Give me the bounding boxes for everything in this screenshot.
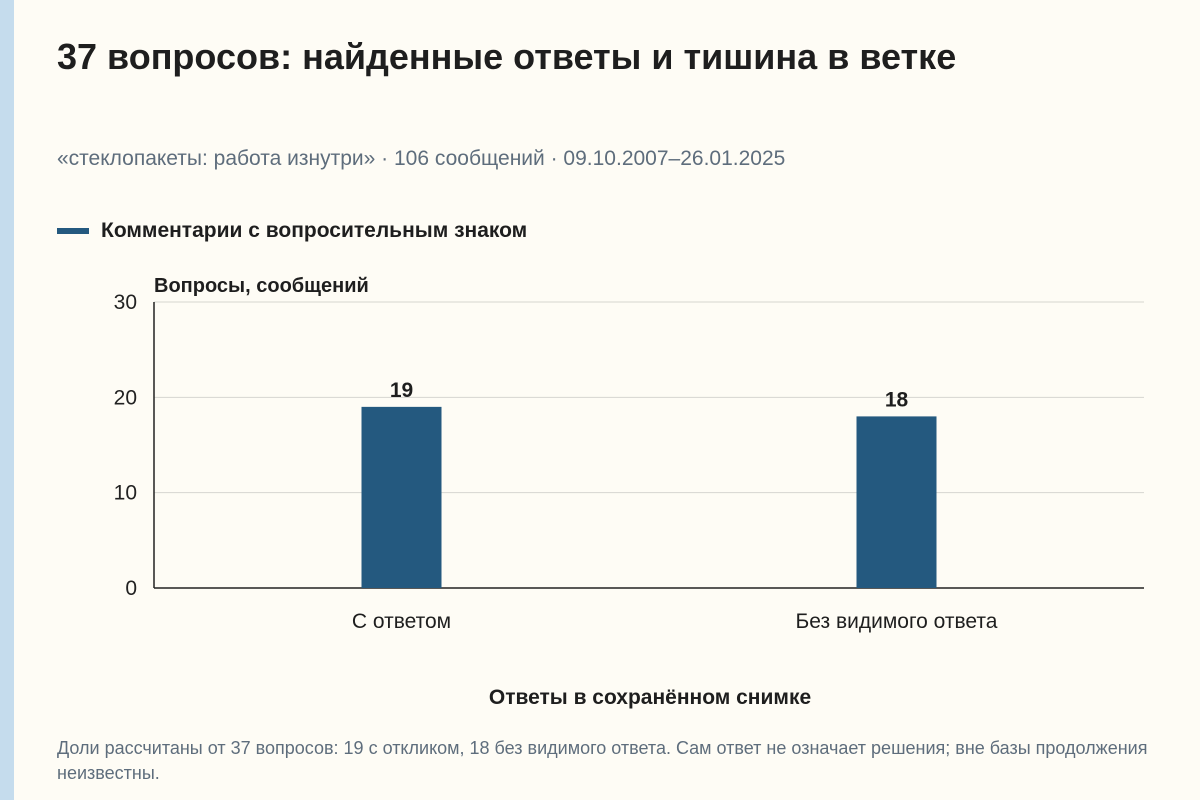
footnote: Доли рассчитаны от 37 вопросов: 19 с отк… bbox=[57, 738, 1148, 783]
bar bbox=[361, 406, 442, 588]
bar-value-label: 18 bbox=[885, 388, 909, 411]
x-tick-label: Без видимого ответа bbox=[796, 610, 998, 633]
legend-label: Комментарии с вопросительным знаком bbox=[101, 219, 528, 242]
y-axis-title: Вопросы, сообщений bbox=[154, 275, 369, 297]
y-tick-label: 30 bbox=[114, 291, 137, 314]
bar bbox=[856, 416, 937, 588]
bar-value-label: 19 bbox=[390, 379, 413, 402]
x-tick-label: С ответом bbox=[352, 610, 451, 633]
legend: Комментарии с вопросительным знаком bbox=[57, 219, 527, 243]
y-tick-label: 20 bbox=[114, 386, 137, 409]
y-tick-label: 0 bbox=[125, 577, 137, 600]
x-axis-title: Ответы в сохранённом снимке bbox=[488, 686, 812, 709]
y-tick-label: 10 bbox=[114, 482, 137, 505]
accent-stripe bbox=[0, 0, 14, 800]
chart-title: 37 вопросов: найденные ответы и тишина в… bbox=[57, 36, 957, 77]
legend-swatch bbox=[57, 228, 89, 234]
chart-subtitle: «стеклопакеты: работа изнутри» · 106 соо… bbox=[57, 147, 786, 170]
